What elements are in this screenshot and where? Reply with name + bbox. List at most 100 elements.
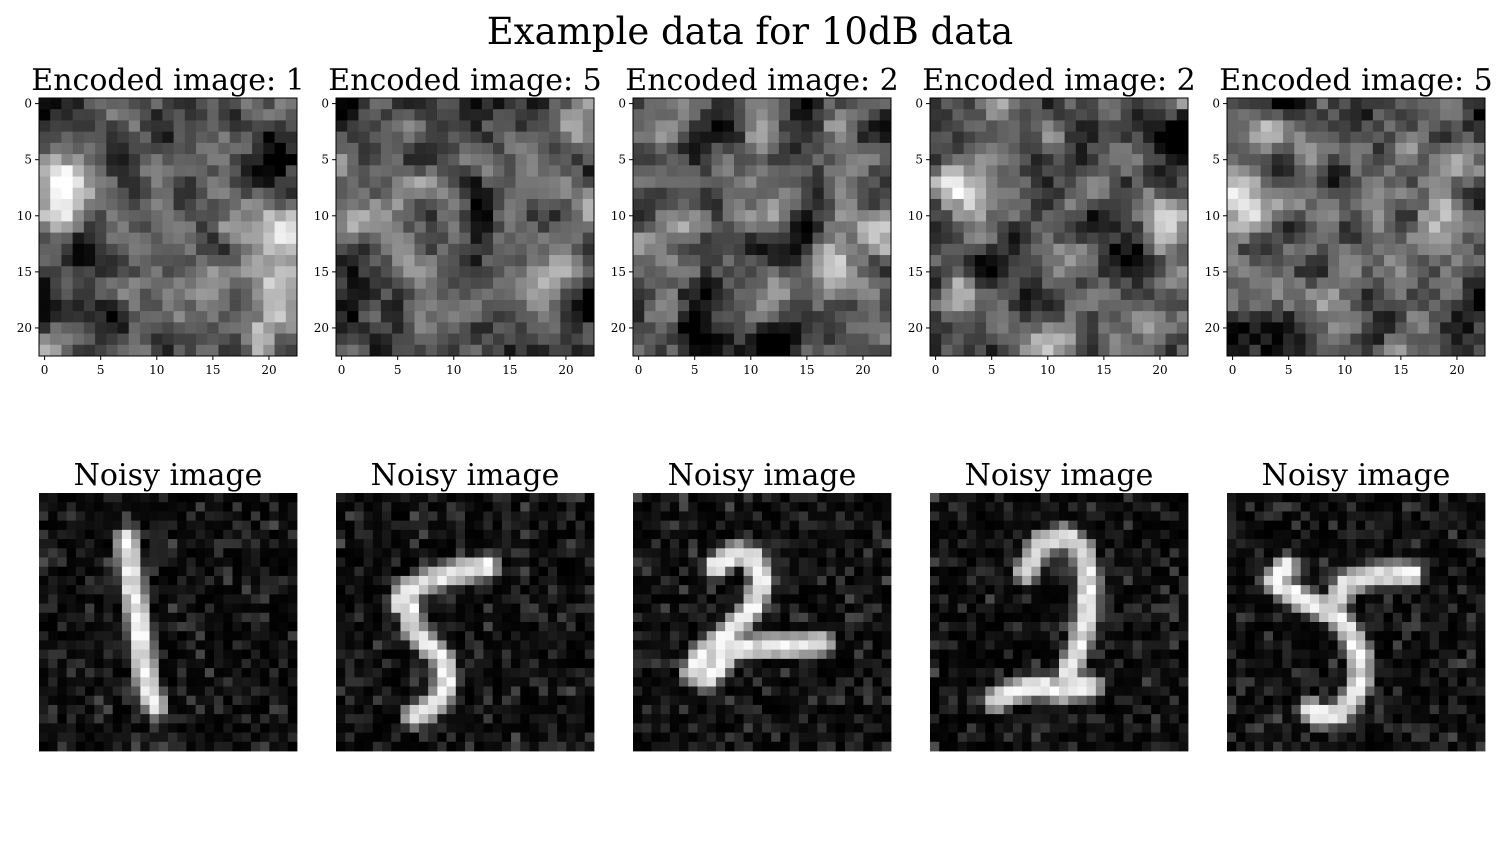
heatmap-cell — [252, 120, 264, 133]
heatmap-cell — [95, 333, 107, 346]
heatmap-cell — [1143, 109, 1155, 121]
heatmap-cell — [743, 622, 754, 632]
heatmap-cell — [184, 131, 197, 144]
heatmap-cell — [642, 566, 652, 577]
heatmap-cell — [428, 668, 438, 678]
heatmap-cell — [752, 677, 763, 687]
heatmap-cell — [835, 668, 846, 678]
heatmap-cell — [734, 594, 744, 604]
heatmap-cell — [459, 243, 472, 256]
heatmap-cell — [380, 210, 393, 222]
heatmap-cell — [240, 120, 253, 133]
heatmap-cell — [1271, 344, 1284, 357]
heatmap-cell — [725, 631, 735, 641]
heatmap-cell — [131, 493, 141, 503]
heatmap-cell — [409, 594, 420, 604]
heatmap-cell — [196, 322, 208, 334]
heatmap-cell — [425, 221, 438, 234]
heatmap-cell — [734, 566, 744, 577]
heatmap-cell — [1238, 98, 1250, 110]
heatmap-cell — [725, 529, 735, 540]
heatmap-cell — [455, 677, 466, 687]
heatmap-cell — [241, 723, 252, 733]
heatmap-cell — [103, 566, 114, 577]
heatmap-cell — [158, 529, 169, 540]
heatmap-cell — [232, 557, 243, 568]
heatmap-cell — [232, 640, 243, 651]
heatmap-cell — [168, 566, 178, 577]
heatmap-cell — [881, 594, 892, 604]
heatmap-cell — [1327, 131, 1340, 144]
y-tick-label: 0 — [915, 97, 923, 111]
heatmap-cell — [1305, 176, 1318, 189]
heatmap-cell — [1440, 255, 1452, 267]
heatmap-cell — [1154, 120, 1166, 133]
heatmap-cell — [391, 539, 401, 549]
heatmap-cell — [789, 493, 800, 503]
heatmap-cell — [140, 566, 150, 577]
heatmap-cell — [274, 344, 287, 357]
heatmap-cell — [651, 658, 662, 669]
heatmap-cell — [1428, 210, 1441, 222]
heatmap-cell — [128, 243, 141, 256]
heatmap-cell — [446, 695, 457, 706]
heatmap-cell — [633, 243, 645, 256]
heatmap-cell — [106, 255, 118, 267]
heatmap-cell — [941, 266, 953, 278]
heatmap-cell — [75, 585, 86, 595]
heatmap-image — [633, 493, 892, 752]
heatmap-cell — [103, 741, 114, 752]
heatmap-cell — [241, 566, 252, 577]
heatmap-cell — [336, 529, 346, 540]
heatmap-cell — [470, 109, 483, 121]
heatmap-cell — [448, 142, 460, 155]
heatmap-cell — [214, 640, 224, 651]
heatmap-cell — [1109, 154, 1122, 166]
heatmap-cell — [437, 741, 447, 752]
heatmap-cell — [1165, 333, 1178, 346]
heatmap-cell — [1064, 120, 1077, 133]
heatmap-cell — [1339, 198, 1351, 211]
heatmap-cell — [218, 344, 231, 357]
heatmap-cell — [425, 142, 438, 155]
heatmap-cell — [812, 322, 825, 334]
heatmap-cell — [584, 741, 595, 752]
heatmap-cell — [474, 723, 484, 733]
heatmap-cell — [83, 98, 96, 110]
heatmap-cell — [436, 344, 449, 357]
heatmap-cell — [844, 502, 855, 512]
heatmap-cell — [1417, 333, 1430, 346]
heatmap-cell — [575, 686, 586, 697]
heatmap-cell — [1417, 266, 1430, 278]
heatmap-cell — [260, 668, 270, 678]
heatmap-cell — [117, 187, 130, 200]
heatmap-cell — [140, 502, 150, 512]
heatmap-cell — [50, 109, 62, 121]
heatmap-cell — [1462, 165, 1475, 177]
heatmap-cell — [218, 232, 231, 245]
heatmap-cell — [196, 311, 208, 323]
heatmap-cell — [520, 686, 530, 697]
heatmap-cell — [879, 344, 892, 357]
heatmap-cell — [1131, 176, 1144, 189]
heatmap-cell — [414, 322, 427, 334]
heatmap-cell — [520, 529, 530, 540]
heatmap-cell — [1176, 277, 1189, 290]
heatmap-cell — [823, 109, 836, 121]
heatmap-cell — [1361, 198, 1374, 211]
heatmap-cell — [790, 98, 802, 110]
heatmap-cell — [767, 333, 780, 346]
heatmap-cell — [655, 333, 668, 346]
heatmap-cell — [1087, 333, 1099, 346]
heatmap-cell — [425, 109, 438, 121]
heatmap-cell — [223, 548, 233, 558]
heatmap-cell — [584, 732, 595, 743]
heatmap-cell — [285, 243, 298, 256]
heatmap-cell — [465, 714, 475, 724]
heatmap-cell — [158, 493, 169, 503]
heatmap-cell — [1428, 299, 1441, 312]
heatmap-cell — [94, 631, 104, 641]
heatmap-cell — [986, 210, 998, 222]
heatmap-cell — [734, 704, 744, 715]
heatmap-cell — [121, 585, 132, 595]
